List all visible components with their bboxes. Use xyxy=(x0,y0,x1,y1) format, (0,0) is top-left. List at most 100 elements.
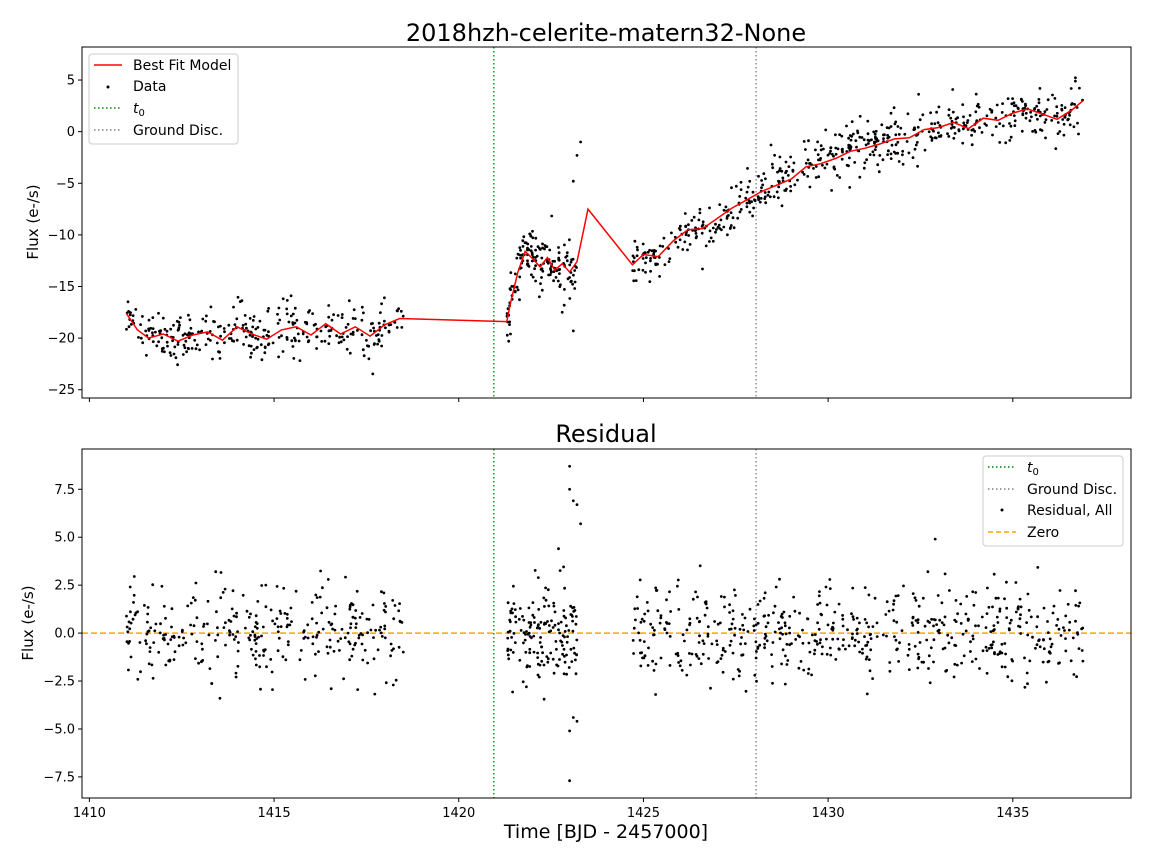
residual-point xyxy=(506,636,510,640)
residual-point xyxy=(841,617,845,621)
data-point xyxy=(255,345,259,349)
residual-point xyxy=(869,637,873,640)
data-point xyxy=(377,339,381,343)
residual-point xyxy=(514,620,518,624)
residual-point xyxy=(389,654,392,658)
data-point xyxy=(400,326,404,329)
data-point xyxy=(362,354,366,358)
data-point xyxy=(141,341,145,345)
data-point xyxy=(907,151,911,155)
residual-point xyxy=(551,657,555,661)
residual-point xyxy=(542,663,546,667)
residual-point xyxy=(1077,604,1080,608)
data-point xyxy=(773,153,776,157)
data-point xyxy=(519,248,522,252)
data-point xyxy=(854,139,858,143)
residual-point xyxy=(214,639,217,642)
data-point xyxy=(823,166,827,170)
residual-point xyxy=(959,602,963,606)
residual-point xyxy=(865,692,869,696)
residual-point xyxy=(376,648,380,652)
data-point xyxy=(311,312,314,315)
data-point xyxy=(360,333,364,337)
residual-point xyxy=(1003,665,1007,669)
data-point xyxy=(816,140,819,144)
residual-point xyxy=(782,610,786,614)
residual-point xyxy=(194,657,197,660)
data-point xyxy=(351,317,355,320)
data-point xyxy=(189,332,193,336)
data-point xyxy=(1010,102,1014,106)
data-point xyxy=(1055,105,1059,109)
residual-point xyxy=(1019,613,1022,617)
data-point xyxy=(985,114,989,118)
residual-point xyxy=(942,623,946,627)
residual-point xyxy=(932,624,935,628)
data-point xyxy=(934,136,938,140)
residual-point xyxy=(558,631,561,635)
data-point xyxy=(881,158,885,162)
data-point xyxy=(889,125,893,128)
data-point xyxy=(285,312,289,316)
data-point xyxy=(348,351,352,355)
data-point xyxy=(163,350,166,354)
residual-point xyxy=(783,682,787,686)
residual-point xyxy=(571,615,574,618)
data-point xyxy=(548,248,552,252)
data-point xyxy=(718,203,722,207)
data-point xyxy=(961,141,965,145)
residual-point xyxy=(936,594,940,597)
data-point xyxy=(985,124,988,127)
data-point xyxy=(319,329,323,333)
data-point xyxy=(244,322,248,326)
residual-point xyxy=(869,648,873,652)
data-point xyxy=(243,314,247,317)
data-point xyxy=(965,121,969,124)
data-point xyxy=(1043,121,1047,124)
bottom-y-label: Flux (e-/s) xyxy=(19,585,37,660)
residual-point xyxy=(154,622,158,626)
residual-point xyxy=(719,595,723,598)
data-point xyxy=(927,130,931,134)
residual-point xyxy=(160,584,164,588)
residual-point xyxy=(829,653,833,657)
data-point xyxy=(568,263,572,267)
top-x-ticks xyxy=(88,398,1014,402)
residual-point xyxy=(139,670,142,674)
residual-point xyxy=(841,644,845,647)
top-y-tick-label: −10 xyxy=(48,228,75,243)
residual-point xyxy=(706,632,710,636)
data-point xyxy=(633,239,637,243)
data-point xyxy=(176,363,180,367)
data-point xyxy=(285,299,289,302)
residual-point xyxy=(753,673,757,677)
residual-point xyxy=(867,593,871,597)
residual-point xyxy=(383,602,386,605)
data-point xyxy=(793,183,797,187)
data-point xyxy=(1060,104,1064,107)
legend-data-label: Data xyxy=(133,79,166,95)
residual-point xyxy=(743,642,747,645)
data-point xyxy=(293,321,297,325)
data-point xyxy=(1028,119,1032,123)
data-point xyxy=(181,353,185,356)
data-point xyxy=(786,174,790,177)
data-point xyxy=(293,306,297,310)
residual-point xyxy=(218,696,222,700)
data-point xyxy=(1020,129,1024,133)
residual-point xyxy=(718,621,722,625)
residual-point xyxy=(561,644,564,647)
residual-point xyxy=(538,627,542,630)
data-point xyxy=(351,333,355,336)
data-point xyxy=(711,239,715,243)
top-legend-box xyxy=(88,53,239,145)
data-point xyxy=(342,338,346,342)
residual-point xyxy=(250,647,253,651)
residual-point xyxy=(326,651,330,655)
residual-point xyxy=(524,650,528,654)
residual-point xyxy=(569,647,573,651)
residual-point xyxy=(264,583,268,587)
residual-point xyxy=(1000,651,1004,655)
residual-point xyxy=(236,649,240,653)
data-point xyxy=(708,229,712,233)
